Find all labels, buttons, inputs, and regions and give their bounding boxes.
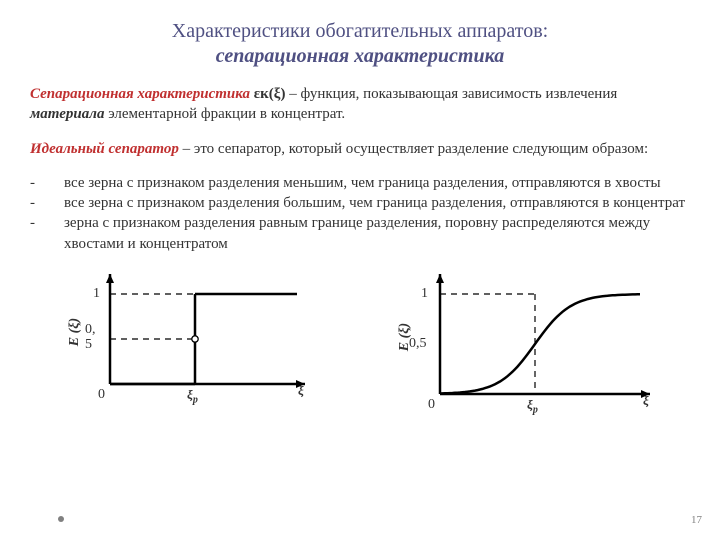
term-separation: Сепарационная характеристика bbox=[30, 86, 250, 102]
zero-chart2: 0 bbox=[428, 397, 435, 413]
bullet-text: все зерна с признаком разделения меньшим… bbox=[64, 173, 661, 193]
dash: - bbox=[30, 173, 64, 193]
title: Характеристики обогатительных аппаратов: bbox=[30, 20, 690, 43]
bullet-item: - все зерна с признаком разделения больш… bbox=[30, 193, 690, 213]
page-number: 17 bbox=[691, 514, 702, 526]
chart-real: E (ξ) 1 0,5 0 ξp ξ bbox=[385, 264, 665, 424]
para-definition: Сепарационная характеристика εк(ξ) – фун… bbox=[30, 84, 690, 125]
xlabel-2: ξ bbox=[643, 393, 649, 409]
slide-bullet-icon bbox=[58, 516, 64, 522]
bullets-list: - все зерна с признаком разделения меньш… bbox=[30, 173, 690, 254]
tick-1-chart2: 1 bbox=[421, 286, 428, 302]
tick-05b: 5 bbox=[85, 337, 92, 352]
para2-rest: – это сепаратор, который осуществляет ра… bbox=[183, 141, 648, 157]
dash: - bbox=[30, 213, 64, 254]
tick-05a: 0, bbox=[85, 322, 96, 337]
term-ideal: Идеальный сепаратор bbox=[30, 141, 179, 157]
xlabel-1: ξ bbox=[298, 383, 304, 399]
chart-ideal: E (ξ) 1 0, 5 0 ξp ξ bbox=[55, 264, 315, 424]
tick-05-chart2: 0,5 bbox=[409, 336, 427, 352]
bullet-text: все зерна с признаком разделения большим… bbox=[64, 193, 685, 213]
dash: - bbox=[30, 193, 64, 213]
tick-05-chart1: 0, 5 bbox=[85, 322, 96, 353]
tick-1-chart1: 1 bbox=[93, 286, 100, 302]
zero-chart1: 0 bbox=[98, 387, 105, 403]
bold-material: материала bbox=[30, 106, 104, 122]
bullet-item: - зерна с признаком разделения равным гр… bbox=[30, 213, 690, 254]
bullet-item: - все зерна с признаком разделения меньш… bbox=[30, 173, 690, 193]
bullet-text: зерна с признаком разделения равным гран… bbox=[64, 213, 690, 254]
para-ideal: Идеальный сепаратор – это сепаратор, кот… bbox=[30, 139, 690, 159]
para1-rest1: – функция, показывающая зависимость извл… bbox=[289, 86, 617, 102]
subtitle: сепарационная характеристика bbox=[30, 45, 690, 68]
xp-label-1: ξp bbox=[187, 387, 198, 406]
charts-row: E (ξ) 1 0, 5 0 ξp ξ E (ξ) 1 0,5 0 ξp ξ bbox=[30, 264, 690, 424]
formula-eps: εк(ξ) bbox=[254, 86, 286, 102]
xp-label-2: ξp bbox=[527, 397, 538, 416]
para1-rest2: элементарной фракции в концентрат. bbox=[108, 106, 345, 122]
ylabel-1: E (ξ) bbox=[67, 318, 83, 346]
